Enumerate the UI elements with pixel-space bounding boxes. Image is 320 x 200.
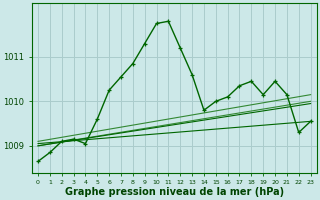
X-axis label: Graphe pression niveau de la mer (hPa): Graphe pression niveau de la mer (hPa): [65, 187, 284, 197]
